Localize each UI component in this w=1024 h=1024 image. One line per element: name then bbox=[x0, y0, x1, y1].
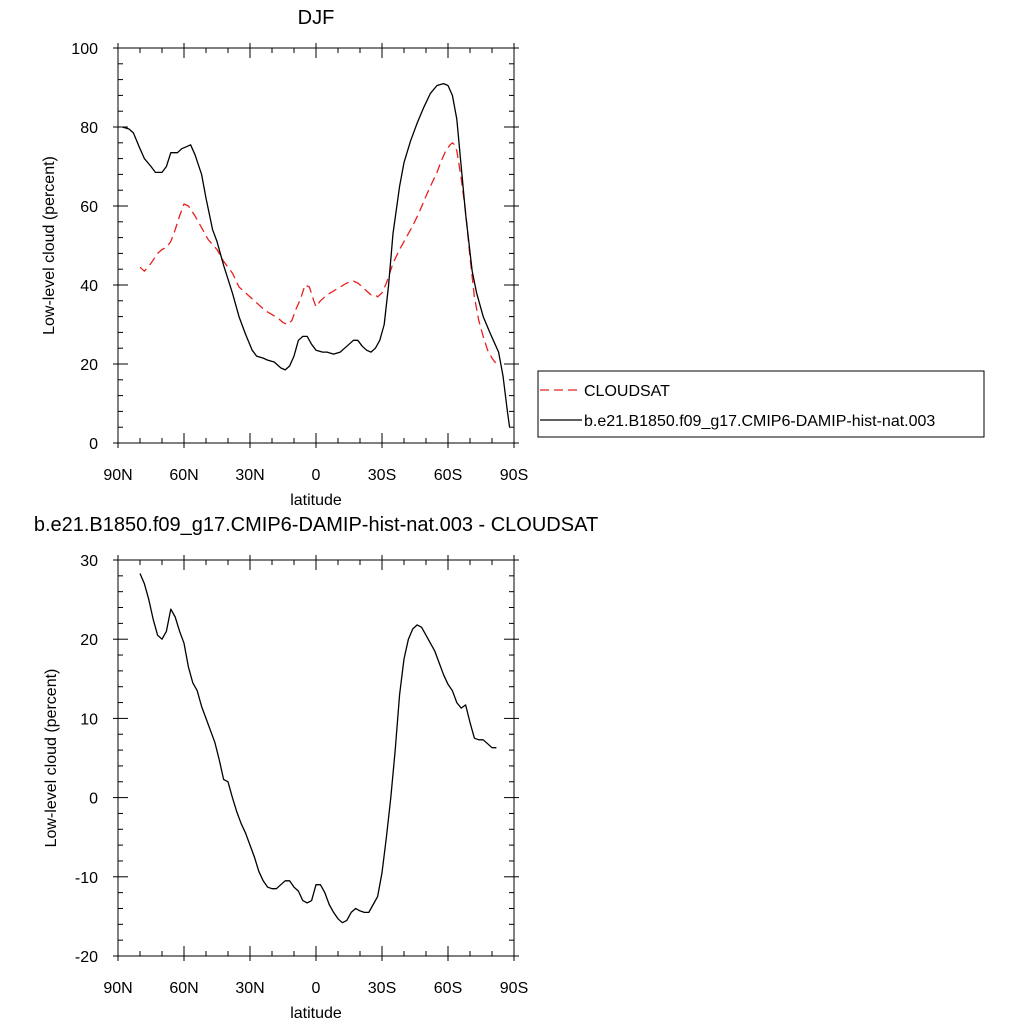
y-tick-label: 10 bbox=[80, 711, 98, 728]
y-tick-label: -20 bbox=[75, 949, 98, 966]
series-line-1 bbox=[139, 573, 497, 924]
y-tick-label: 0 bbox=[89, 436, 98, 453]
x-tick-label: 30S bbox=[368, 980, 396, 997]
legend-label-2: b.e21.B1850.f09_g17.CMIP6-DAMIP-hist-nat… bbox=[584, 413, 935, 430]
y-axis-label: Low-level cloud (percent) bbox=[41, 156, 58, 335]
x-tick-label: 30N bbox=[235, 980, 264, 997]
series-line-2 bbox=[122, 82, 511, 428]
y-tick-label: 30 bbox=[80, 553, 98, 570]
x-axis-label: latitude bbox=[290, 492, 342, 509]
x-tick-label: 30S bbox=[368, 467, 396, 484]
x-tick-label: 0 bbox=[312, 980, 321, 997]
series-line-1 bbox=[139, 142, 497, 365]
chart-title: DJF bbox=[298, 7, 335, 29]
y-tick-label: 0 bbox=[89, 791, 98, 808]
x-tick-label: 90N bbox=[103, 980, 132, 997]
chart-1: 90N 60N 30N 0 30S 60S 90S 0 20 40 60 80 100 DJF latitu… bbox=[41, 7, 985, 509]
x-tick-label: 60S bbox=[434, 467, 462, 484]
y-axis-label: Low-level cloud (percent) bbox=[43, 669, 60, 848]
legend-box bbox=[537, 370, 985, 438]
y-tick-label: -10 bbox=[75, 870, 98, 887]
x-tick-label: 60S bbox=[434, 980, 462, 997]
y-tick-label: 60 bbox=[80, 199, 98, 216]
x-axis-label: latitude bbox=[290, 1005, 342, 1022]
x-tick-label: 90S bbox=[500, 980, 528, 997]
x-tick-label: 90S bbox=[500, 467, 528, 484]
y-tick-label: 20 bbox=[80, 357, 98, 374]
legend-label-1: CLOUDSAT bbox=[584, 383, 670, 400]
y-tick-label: 80 bbox=[80, 120, 98, 137]
chart-2: 90N 60N 30N 0 30S 60S 90S -20 -10 0 10 20 30 b.e21.B1… bbox=[34, 514, 598, 1022]
plot-frame bbox=[117, 559, 515, 957]
x-tick-label: 60N bbox=[169, 467, 198, 484]
y-tick-label: 40 bbox=[80, 278, 98, 295]
legend: CLOUDSAT b.e21.B1850.f09_g17.CMIP6-DAMIP-… bbox=[537, 370, 985, 438]
x-tick-label: 0 bbox=[312, 467, 321, 484]
x-tick-label: 90N bbox=[103, 467, 132, 484]
x-tick-label: 60N bbox=[169, 980, 198, 997]
x-tick-label: 30N bbox=[235, 467, 264, 484]
y-tick-label: 20 bbox=[80, 632, 98, 649]
chart-title: b.e21.B1850.f09_g17.CMIP6-DAMIP-hist-nat… bbox=[34, 514, 598, 536]
y-tick-label: 100 bbox=[71, 41, 98, 58]
